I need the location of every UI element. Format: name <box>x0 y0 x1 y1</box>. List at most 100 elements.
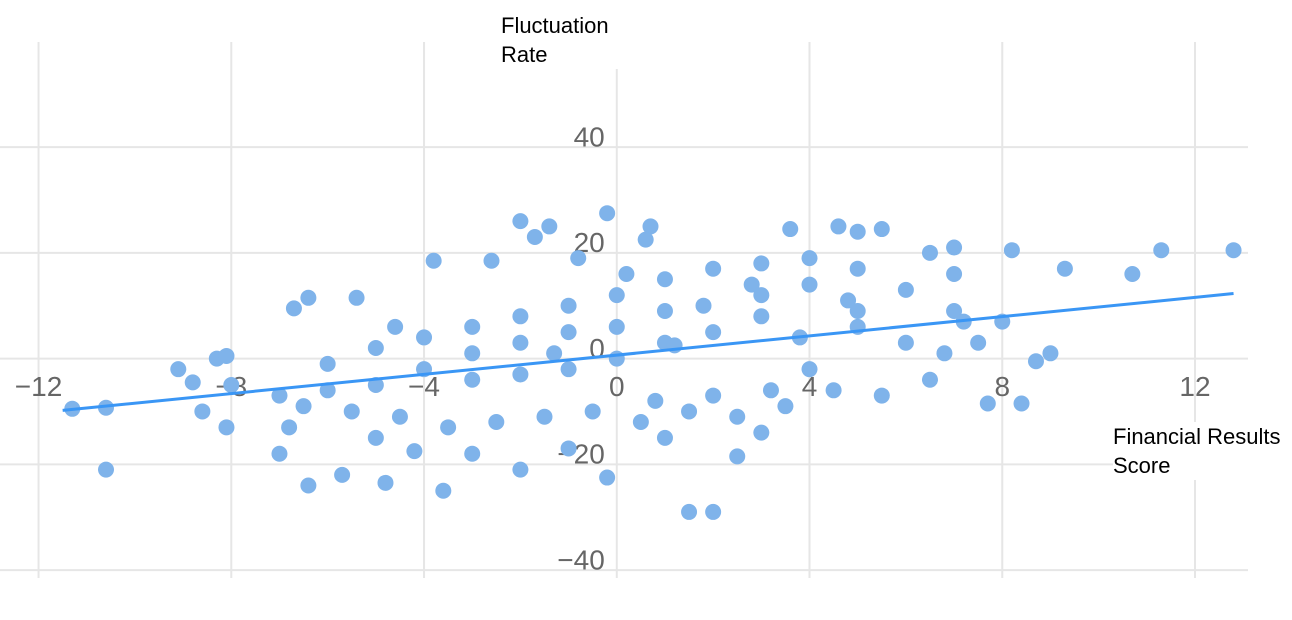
point <box>348 289 365 306</box>
point <box>705 387 722 404</box>
x-tick-label: 8 <box>994 371 1010 402</box>
point <box>782 221 799 238</box>
point <box>464 445 481 462</box>
point <box>300 477 317 494</box>
point <box>170 361 187 378</box>
point <box>970 334 987 351</box>
point <box>897 334 914 351</box>
point <box>319 382 336 399</box>
point <box>608 318 625 335</box>
point <box>1056 260 1073 277</box>
point <box>271 387 288 404</box>
point <box>849 223 866 240</box>
point <box>632 414 649 431</box>
point <box>512 308 529 325</box>
point <box>921 244 938 261</box>
point <box>681 503 698 520</box>
point <box>560 324 577 341</box>
y-tick-label: −40 <box>557 544 605 575</box>
point <box>705 260 722 277</box>
point <box>367 340 384 357</box>
point <box>98 461 115 478</box>
point <box>1027 353 1044 370</box>
point <box>656 429 673 446</box>
x-tick-label: 4 <box>802 371 818 402</box>
point <box>560 297 577 314</box>
point <box>300 289 317 306</box>
point <box>873 221 890 238</box>
point <box>946 303 963 319</box>
point <box>1225 242 1242 259</box>
point <box>705 324 722 341</box>
point <box>695 297 712 314</box>
point <box>647 392 664 409</box>
point <box>753 287 770 304</box>
point <box>762 382 779 399</box>
point <box>464 345 481 362</box>
point <box>512 334 529 351</box>
point <box>642 218 659 235</box>
point <box>184 374 201 391</box>
point <box>271 445 288 462</box>
point <box>435 482 452 499</box>
point <box>599 469 616 486</box>
x-axis-title: Financial Results Score <box>1113 422 1288 480</box>
point <box>729 408 746 425</box>
point <box>840 292 857 309</box>
point <box>319 355 336 372</box>
y-tick-label: 0 <box>589 333 605 364</box>
point <box>377 474 394 491</box>
point <box>608 287 625 304</box>
point <box>936 345 953 362</box>
point <box>1013 395 1030 412</box>
point <box>801 276 818 293</box>
x-tick-label: 12 <box>1179 371 1210 402</box>
y-tick-label: 40 <box>574 121 605 152</box>
point <box>464 371 481 388</box>
point <box>546 345 563 362</box>
point <box>801 361 818 378</box>
point <box>281 419 298 436</box>
point <box>512 213 529 230</box>
point <box>946 265 963 282</box>
point <box>946 239 963 256</box>
point <box>483 252 500 269</box>
point <box>705 503 722 520</box>
point <box>777 398 794 415</box>
point <box>570 250 587 267</box>
point <box>218 347 235 364</box>
point <box>406 443 423 460</box>
y-axis-title: Fluctuation Rate <box>501 11 631 69</box>
point <box>541 218 558 235</box>
point <box>464 318 481 335</box>
point <box>391 408 408 425</box>
point <box>618 265 635 282</box>
x-tick-label: −12 <box>15 371 63 402</box>
point <box>656 271 673 288</box>
point <box>979 395 996 412</box>
point <box>584 403 601 420</box>
point <box>223 377 240 394</box>
point <box>753 255 770 272</box>
point <box>1003 242 1020 259</box>
point <box>295 398 312 415</box>
point <box>425 252 442 269</box>
point <box>343 403 360 420</box>
point <box>367 429 384 446</box>
point <box>753 308 770 325</box>
point <box>334 466 351 483</box>
point <box>560 440 577 457</box>
point <box>729 448 746 465</box>
point <box>526 228 543 245</box>
point <box>1124 265 1141 282</box>
point <box>512 461 529 478</box>
point <box>921 371 938 388</box>
point <box>681 403 698 420</box>
point <box>873 387 890 404</box>
point <box>285 300 302 317</box>
point <box>599 205 616 222</box>
point <box>440 419 457 436</box>
point <box>218 419 235 436</box>
point <box>897 281 914 298</box>
